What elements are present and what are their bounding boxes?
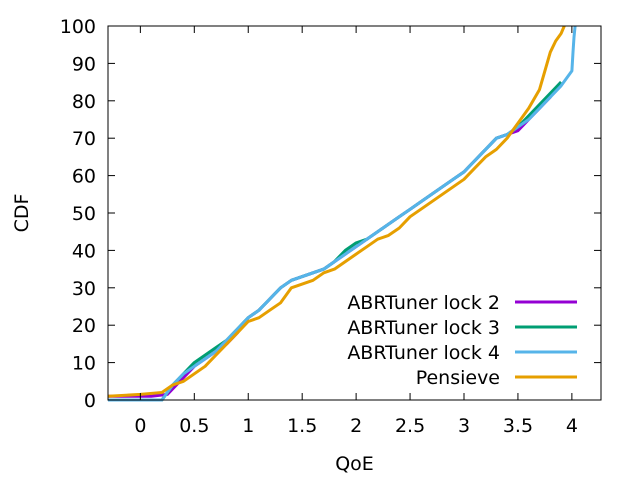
y-tick-label: 80 (72, 91, 96, 113)
x-tick-label: 0 (134, 415, 146, 437)
x-axis: 0 0.5 1 1.5 2 2.5 3 3.5 4 (134, 26, 578, 437)
x-tick-label: 1.5 (287, 415, 317, 437)
x-tick-label: 1 (242, 415, 254, 437)
legend: ABRTuner lock 2 ABRTuner lock 3 ABRTuner l… (347, 292, 577, 389)
series-line-4 (108, 25, 566, 398)
legend-label: ABRTuner lock 4 (347, 342, 500, 364)
series-layer (108, 25, 577, 402)
y-tick-label: 40 (72, 240, 96, 262)
y-tick-label: 10 (72, 353, 96, 375)
x-tick-label: 2.5 (395, 415, 425, 437)
x-axis-label: QoE (335, 453, 374, 475)
x-tick-label: 2 (350, 415, 362, 437)
legend-label: ABRTuner lock 2 (347, 292, 500, 314)
legend-label: ABRTuner lock 3 (347, 317, 500, 339)
y-tick-label: 90 (72, 53, 96, 75)
legend-label: Pensieve (416, 367, 500, 389)
series-line-3 (108, 25, 577, 402)
x-tick-label: 3.5 (503, 415, 533, 437)
y-tick-label: 30 (72, 278, 96, 300)
x-tick-label: 3 (458, 415, 470, 437)
y-tick-label: 70 (72, 128, 96, 150)
y-tick-label: 60 (72, 166, 96, 188)
y-axis: 0 10 20 30 40 50 60 70 80 90 100 (60, 16, 601, 412)
y-axis-label: CDF (11, 194, 33, 233)
x-tick-label: 0.5 (179, 415, 209, 437)
y-tick-label: 100 (60, 16, 96, 38)
x-tick-label: 4 (566, 415, 578, 437)
y-tick-label: 50 (72, 203, 96, 225)
y-tick-label: 20 (72, 315, 96, 337)
y-tick-label: 0 (84, 390, 96, 412)
